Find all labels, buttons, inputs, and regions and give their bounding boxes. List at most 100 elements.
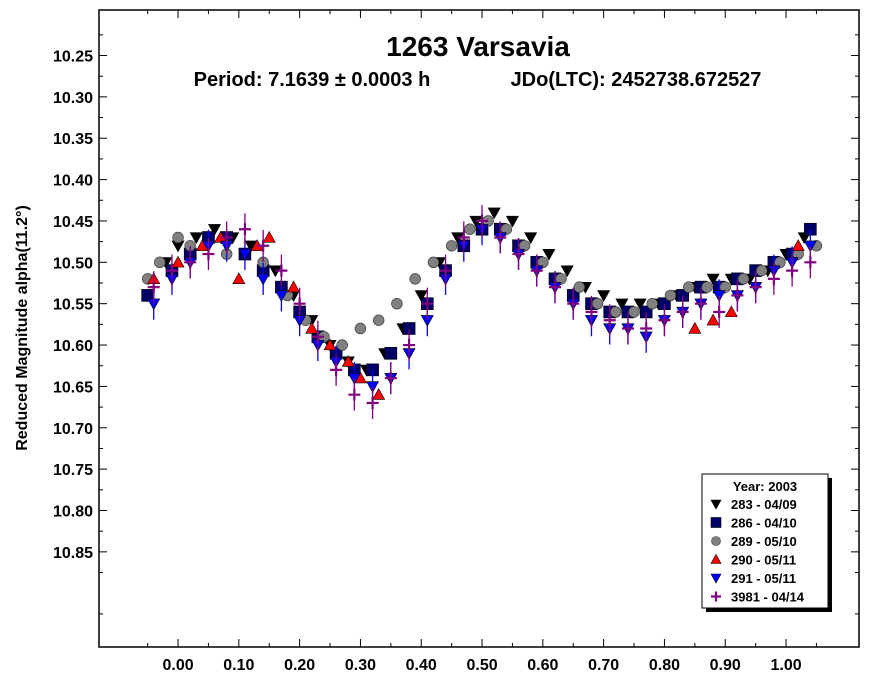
data-point — [403, 339, 416, 352]
data-point — [719, 281, 731, 293]
data-point — [749, 281, 762, 294]
legend: Year: 2003 283 - 04/09 286 - 04/10 289 - 0… — [701, 473, 832, 612]
data-point — [409, 273, 421, 285]
data-point — [165, 264, 178, 277]
data-point — [573, 281, 586, 293]
data-point — [756, 264, 768, 277]
x-tick-label: 1.00 — [770, 657, 801, 674]
x-tick-label: 0.70 — [588, 657, 619, 674]
data-point — [414, 290, 428, 303]
series-3 — [147, 230, 805, 400]
data-point — [603, 314, 616, 327]
data-point — [330, 363, 343, 376]
data-point — [791, 239, 805, 251]
y-tick-label: 10.70 — [53, 421, 93, 438]
x-tick-label: 0.60 — [527, 657, 558, 674]
data-point — [372, 388, 386, 400]
data-point — [567, 297, 580, 310]
data-point — [257, 239, 270, 252]
data-point — [238, 223, 251, 236]
data-point — [767, 272, 780, 285]
data-point — [348, 388, 361, 401]
data-point — [786, 264, 799, 277]
data-point — [706, 273, 720, 286]
data-point — [640, 322, 653, 335]
data-point — [262, 230, 276, 243]
data-point — [731, 289, 744, 302]
data-point — [341, 354, 355, 367]
y-tick-label: 10.45 — [53, 214, 93, 231]
data-point — [154, 256, 166, 269]
data-point — [591, 297, 604, 310]
data-point — [220, 231, 233, 244]
data-point — [555, 273, 567, 285]
legend-title: Year: 2003 — [733, 479, 797, 494]
data-point — [706, 313, 720, 326]
data-point — [275, 264, 288, 277]
x-tick-label: 0.30 — [345, 657, 376, 674]
y-tick-label: 10.75 — [53, 462, 93, 479]
legend-entry-label: 289 - 05/10 — [731, 534, 797, 549]
data-point — [274, 290, 288, 303]
x-tick-label: 0.40 — [406, 657, 437, 674]
data-point — [585, 305, 598, 318]
data-point — [512, 248, 525, 261]
legend-marker — [711, 536, 721, 546]
legend-marker — [710, 573, 722, 584]
x-tick-label: 0.00 — [162, 657, 193, 674]
data-point — [445, 240, 458, 252]
y-tick-label: 10.65 — [53, 379, 93, 396]
data-point — [615, 298, 629, 311]
data-point — [287, 280, 301, 293]
data-point — [487, 207, 501, 220]
data-point — [421, 297, 434, 310]
data-point — [518, 240, 531, 252]
y-tick-label: 10.80 — [53, 504, 93, 521]
data-point — [171, 255, 185, 268]
data-point — [336, 339, 348, 351]
x-tick-label: 0.20 — [284, 657, 315, 674]
y-tick-label: 10.35 — [53, 131, 93, 148]
data-point — [476, 214, 489, 227]
data-point — [184, 256, 197, 269]
legend-entry-label: 286 - 04/10 — [731, 516, 797, 531]
data-point — [354, 322, 367, 335]
data-point — [633, 298, 647, 311]
data-point — [147, 281, 160, 294]
legend-marker — [710, 517, 722, 528]
y-tick-label: 10.85 — [53, 545, 93, 562]
data-point — [664, 289, 677, 302]
epoch-label: JDo(LTC): 2452738.672527 — [511, 69, 762, 91]
data-point — [676, 305, 689, 318]
data-point — [372, 314, 385, 326]
y-axis-label: Reduced Magnitude alpha(11.2°) — [14, 205, 31, 451]
data-point — [439, 264, 452, 277]
y-tick-label: 10.30 — [53, 90, 93, 107]
data-point — [172, 231, 184, 244]
data-point — [457, 231, 470, 244]
x-tick-label: 0.80 — [649, 657, 680, 674]
legend-marker — [710, 553, 722, 564]
data-point — [737, 273, 750, 285]
data-point — [621, 322, 634, 335]
data-point — [427, 256, 440, 269]
data-point — [658, 314, 671, 327]
data-point — [724, 305, 738, 318]
legend-box — [701, 473, 829, 609]
data-point — [628, 306, 640, 318]
data-point — [256, 273, 270, 286]
legend-entry-label: 291 - 05/11 — [731, 571, 796, 586]
data-point — [189, 232, 203, 245]
data-point — [505, 215, 519, 228]
data-point — [323, 338, 337, 351]
legend-entry-label: 283 - 04/09 — [731, 497, 797, 512]
y-tick-label: 10.50 — [53, 255, 93, 272]
data-point — [311, 330, 324, 343]
data-point — [774, 256, 786, 269]
y-tick-label: 10.40 — [53, 173, 93, 190]
legend-entry-label: 3981 - 04/14 — [731, 590, 805, 605]
x-tick-label: 0.50 — [466, 657, 497, 674]
data-point — [804, 256, 817, 269]
data-point — [701, 281, 713, 293]
